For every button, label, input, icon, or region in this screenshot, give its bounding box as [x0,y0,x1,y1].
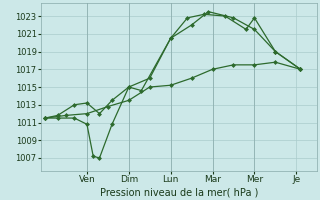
X-axis label: Pression niveau de la mer( hPa ): Pression niveau de la mer( hPa ) [100,187,258,197]
